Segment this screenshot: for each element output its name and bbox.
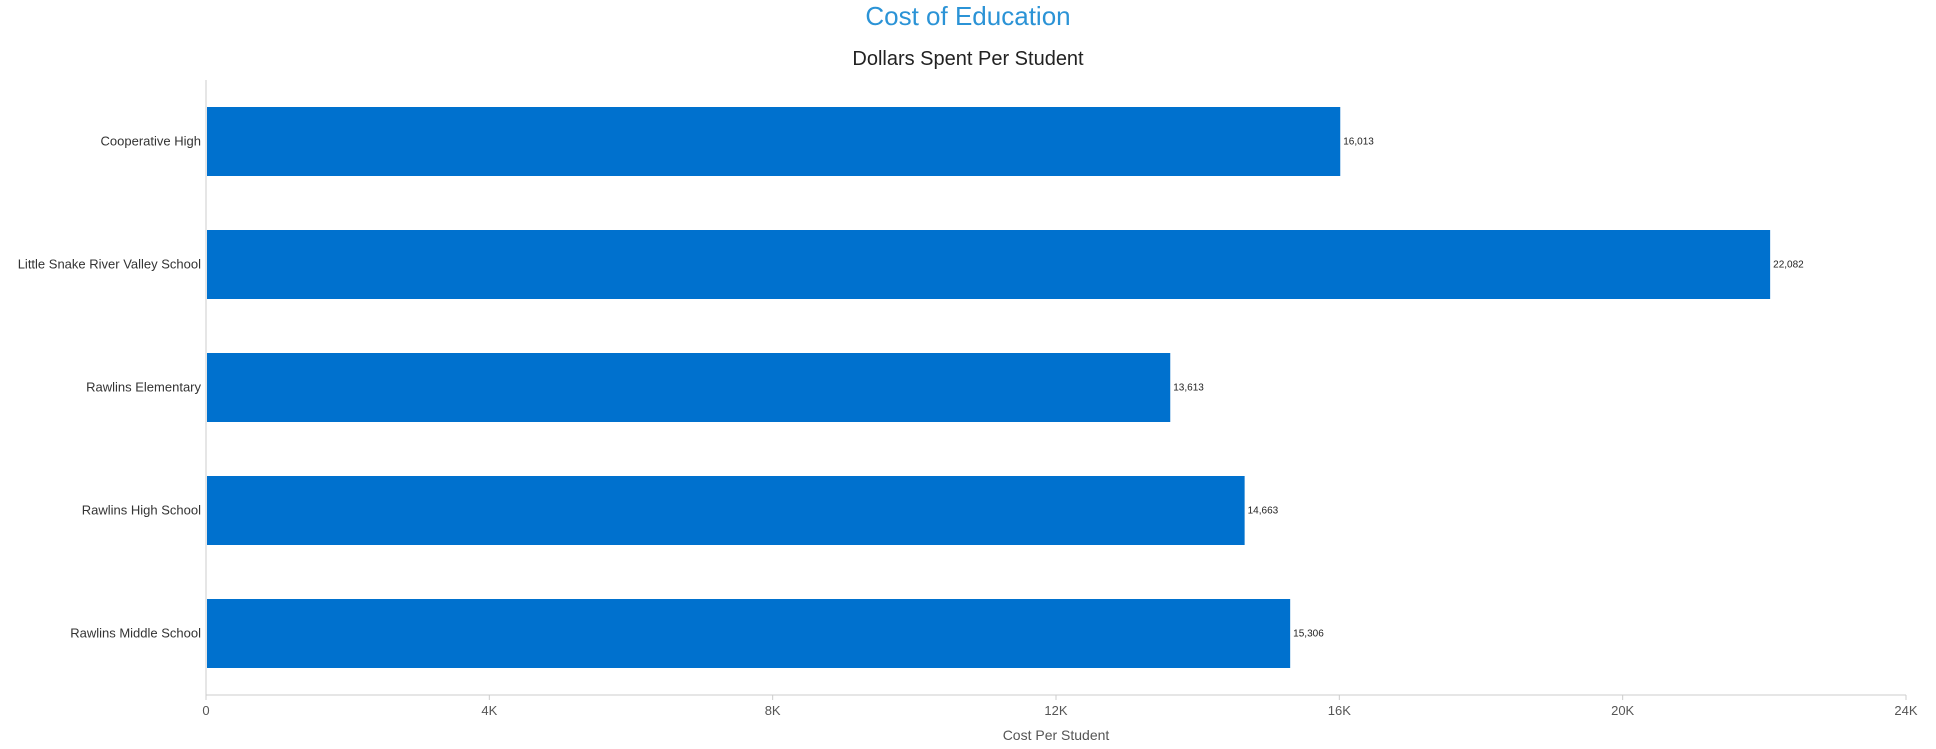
category-label: Rawlins High School [82,503,201,518]
bar[interactable] [207,107,1341,176]
chart-title: Cost of Education [865,1,1071,31]
bar[interactable] [207,230,1771,299]
x-tick-label: 0 [202,703,209,718]
x-tick-label: 20K [1611,703,1634,718]
data-label: 15,306 [1293,629,1324,640]
x-tick-label: 12K [1044,703,1067,718]
x-tick-label: 24K [1894,703,1917,718]
bar[interactable] [207,353,1171,422]
category-label: Rawlins Middle School [70,626,201,641]
x-ticks-group: 0 4K 8K 12K 16K 20K 24K [202,695,1918,718]
data-label: 16,013 [1343,137,1374,148]
bar[interactable] [207,599,1291,668]
category-label: Rawlins Elementary [86,380,201,395]
x-tick-label: 16K [1328,703,1351,718]
category-label: Little Snake River Valley School [18,257,201,272]
bar[interactable] [207,476,1245,545]
chart-subtitle: Dollars Spent Per Student [852,48,1084,70]
data-label: 14,663 [1248,506,1279,517]
x-tick-label: 4K [481,703,497,718]
x-axis-title: Cost Per Student [1003,727,1110,743]
bars-group: Cooperative High 16,013 Little Snake River… [18,107,1804,668]
data-label: 13,613 [1173,383,1204,394]
category-label: Cooperative High [101,134,201,149]
data-label: 22,082 [1773,260,1804,271]
x-tick-label: 8K [765,703,781,718]
